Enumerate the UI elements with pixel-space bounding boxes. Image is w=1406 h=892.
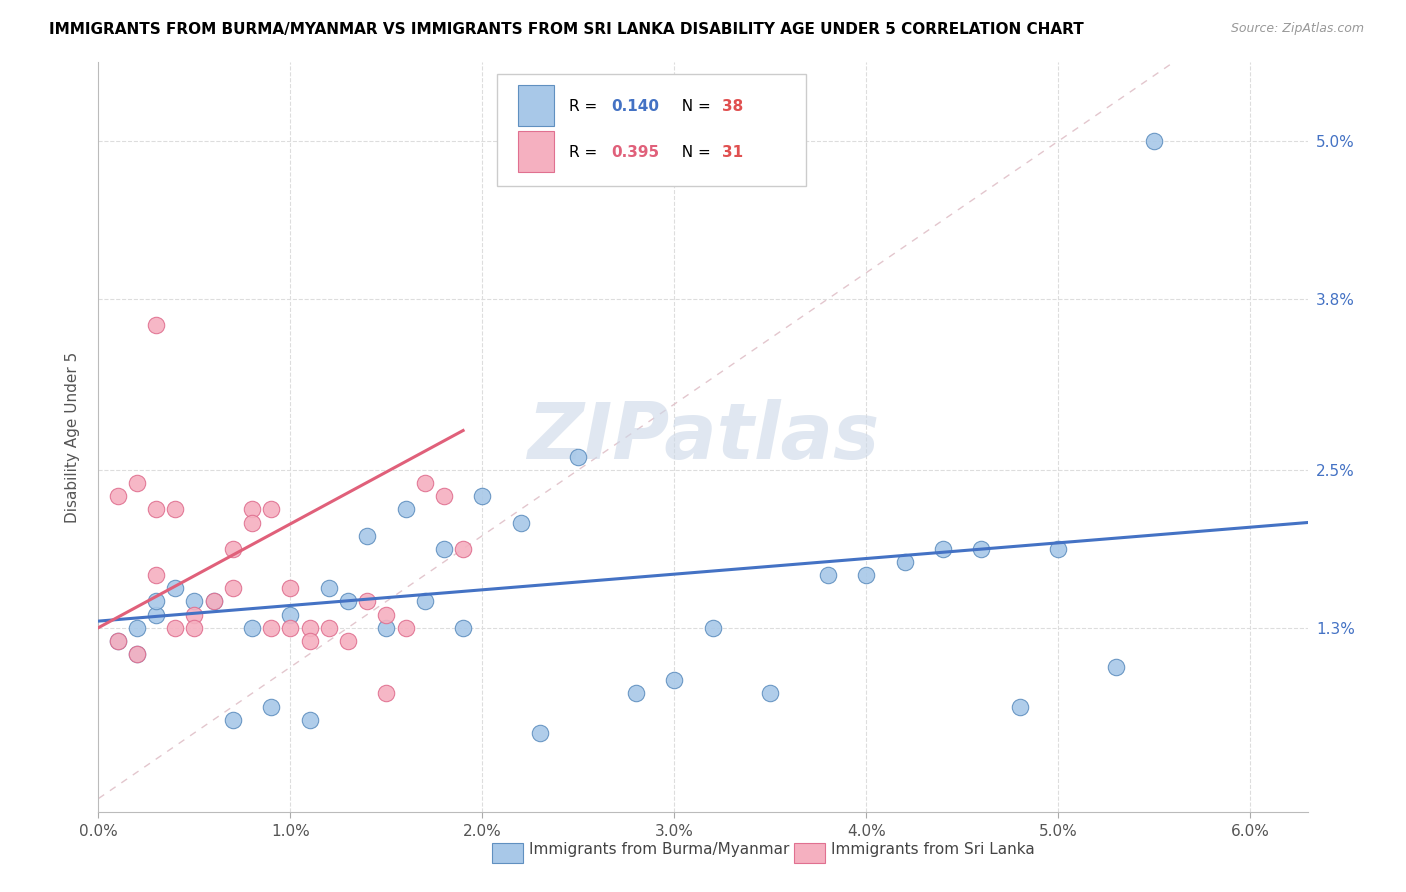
Point	[260, 502, 283, 516]
Point	[125, 621, 148, 635]
Point	[471, 489, 494, 503]
Point	[298, 713, 321, 727]
Text: Source: ZipAtlas.com: Source: ZipAtlas.com	[1230, 22, 1364, 36]
Point	[1047, 541, 1070, 556]
Point	[183, 607, 205, 622]
Point	[529, 726, 551, 740]
Point	[298, 633, 321, 648]
Point	[145, 318, 167, 333]
Point	[183, 594, 205, 608]
Point	[336, 633, 359, 648]
Text: IMMIGRANTS FROM BURMA/MYANMAR VS IMMIGRANTS FROM SRI LANKA DISABILITY AGE UNDER : IMMIGRANTS FROM BURMA/MYANMAR VS IMMIGRA…	[49, 22, 1084, 37]
Text: ZIPatlas: ZIPatlas	[527, 399, 879, 475]
Y-axis label: Disability Age Under 5: Disability Age Under 5	[65, 351, 80, 523]
Point	[260, 621, 283, 635]
Point	[451, 541, 474, 556]
Point	[817, 568, 839, 582]
Point	[202, 594, 225, 608]
Point	[240, 621, 263, 635]
Point	[893, 555, 915, 569]
Point	[433, 541, 456, 556]
Point	[336, 594, 359, 608]
Point	[433, 489, 456, 503]
Point	[125, 476, 148, 491]
Point	[1008, 699, 1031, 714]
Point	[165, 581, 187, 595]
Point	[107, 633, 129, 648]
Point	[107, 489, 129, 503]
Text: 31: 31	[723, 145, 744, 160]
Point	[260, 699, 283, 714]
Point	[280, 581, 302, 595]
Point	[222, 581, 245, 595]
Point	[125, 647, 148, 661]
Point	[107, 633, 129, 648]
Point	[375, 621, 398, 635]
FancyBboxPatch shape	[498, 74, 806, 186]
Point	[1104, 660, 1126, 674]
Point	[222, 541, 245, 556]
Point	[356, 594, 378, 608]
Point	[318, 581, 340, 595]
Point	[318, 621, 340, 635]
Point	[375, 607, 398, 622]
Point	[165, 621, 187, 635]
Point	[356, 529, 378, 543]
Text: R =: R =	[569, 98, 602, 113]
Point	[970, 541, 993, 556]
Point	[759, 686, 782, 700]
Point	[145, 607, 167, 622]
Point	[394, 502, 416, 516]
Point	[375, 686, 398, 700]
Point	[280, 607, 302, 622]
Text: 0.140: 0.140	[612, 98, 659, 113]
Point	[509, 516, 531, 530]
Point	[145, 594, 167, 608]
FancyBboxPatch shape	[517, 131, 554, 172]
Point	[125, 647, 148, 661]
Text: N =: N =	[672, 145, 716, 160]
Point	[413, 594, 436, 608]
Point	[145, 502, 167, 516]
Point	[413, 476, 436, 491]
Text: N =: N =	[672, 98, 716, 113]
Point	[855, 568, 877, 582]
Point	[394, 621, 416, 635]
Point	[451, 621, 474, 635]
Point	[222, 713, 245, 727]
Text: Immigrants from Burma/Myanmar: Immigrants from Burma/Myanmar	[529, 842, 789, 856]
FancyBboxPatch shape	[517, 85, 554, 127]
Point	[298, 621, 321, 635]
Point	[165, 502, 187, 516]
Point	[1143, 134, 1166, 148]
Point	[567, 450, 589, 464]
Point	[280, 621, 302, 635]
Text: R =: R =	[569, 145, 602, 160]
Text: 38: 38	[723, 98, 744, 113]
Point	[624, 686, 647, 700]
Point	[202, 594, 225, 608]
Point	[702, 621, 724, 635]
Point	[664, 673, 686, 688]
Point	[183, 621, 205, 635]
Point	[932, 541, 955, 556]
Text: 0.395: 0.395	[612, 145, 659, 160]
Text: Immigrants from Sri Lanka: Immigrants from Sri Lanka	[831, 842, 1035, 856]
Point	[240, 502, 263, 516]
Point	[145, 568, 167, 582]
Point	[240, 516, 263, 530]
